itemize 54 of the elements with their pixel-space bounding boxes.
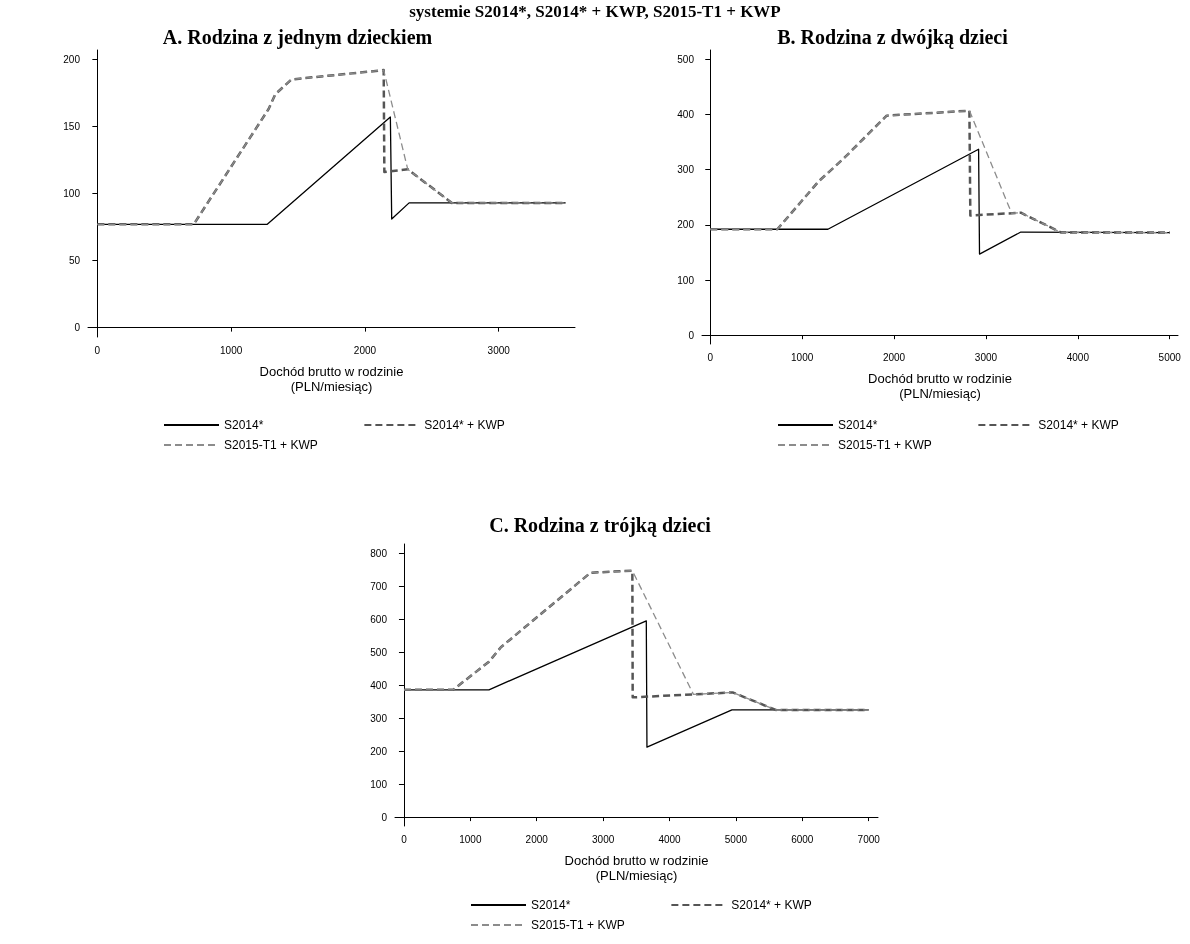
y-tick-label: 200 [63,53,81,65]
legend-label: S2015-T1 + KWP [838,438,932,452]
y-tick-label: 500 [677,53,695,65]
chart-title: A. Rodzina z jednym dzieckiem [162,26,433,49]
y-tick-label: 200 [370,745,388,757]
y-tick-label: 0 [381,811,388,823]
x-tick-label: 2000 [353,344,377,356]
y-tick-label: 100 [370,778,388,790]
chart-title: C. Rodzina z trójką dzieci [489,514,712,537]
x-tick-label: 1000 [791,351,814,363]
y-tick-label: 50 [68,255,81,267]
legend-label: S2015-T1 + KWP [224,438,318,452]
x-tick-label: 0 [401,833,408,845]
x-tick-label: 0 [707,351,714,363]
y-tick-label: 600 [370,613,388,625]
x-tick-label: 5000 [724,833,748,845]
y-tick-label: 700 [370,580,388,592]
chart-title: B. Rodzina z dwójką dzieci [777,26,1009,49]
x-tick-label: 2000 [525,833,549,845]
x-axis-title: Dochód brutto w rodzinie (PLN/miesiąc) [868,370,1012,401]
x-tick-label: 3000 [487,344,511,356]
legend-label: S2015-T1 + KWP [531,918,625,932]
text: systemie S2014*, S2014* + KWP, S2015-T1 + KWP [408,2,782,22]
y-tick-label: 400 [370,679,388,691]
x-tick-label: 4000 [658,833,682,845]
x-tick-label: 4000 [1066,351,1090,363]
legend-label: S2014* + KWP [1038,418,1119,432]
x-tick-label: 6000 [791,833,814,845]
x-tick-label: 3000 [592,833,615,845]
y-tick-label: 200 [677,219,695,231]
legend-label: S2014* [224,418,264,432]
x-axis-title: Dochód brutto w rodzinie (PLN/miesiąc) [259,363,404,394]
x-tick-label: 5000 [1158,351,1182,363]
x-tick-label: 1000 [459,833,482,845]
y-tick-label: 500 [370,646,388,658]
x-axis-title: Dochód brutto w rodzinie (PLN/miesiąc) [564,852,709,883]
x-tick-label: 0 [94,344,101,356]
y-tick-label: 300 [370,712,388,724]
x-tick-label: 3000 [974,351,998,363]
y-tick-label: 0 [688,329,695,341]
y-tick-label: 800 [370,547,388,559]
x-tick-label: 7000 [857,833,881,845]
legend-label: S2014* + KWP [424,418,505,432]
legend-label: S2014* + KWP [731,898,812,912]
y-tick-label: 100 [63,188,81,199]
y-tick-label: 100 [677,274,695,286]
y-tick-label: 300 [677,164,695,176]
y-tick-label: 0 [74,322,81,334]
legend-label: S2014* [838,418,878,432]
x-tick-label: 1000 [220,344,243,356]
y-tick-label: 150 [63,120,81,132]
legend-label: S2014* [531,898,571,912]
x-tick-label: 2000 [882,351,906,363]
y-tick-label: 400 [677,109,695,121]
